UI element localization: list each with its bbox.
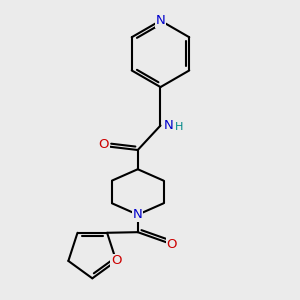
Text: N: N [133, 208, 142, 221]
Text: O: O [111, 254, 122, 267]
Text: N: N [163, 119, 173, 132]
Text: O: O [167, 238, 177, 251]
Text: O: O [99, 138, 109, 151]
Text: N: N [156, 14, 165, 27]
Text: H: H [175, 122, 184, 132]
